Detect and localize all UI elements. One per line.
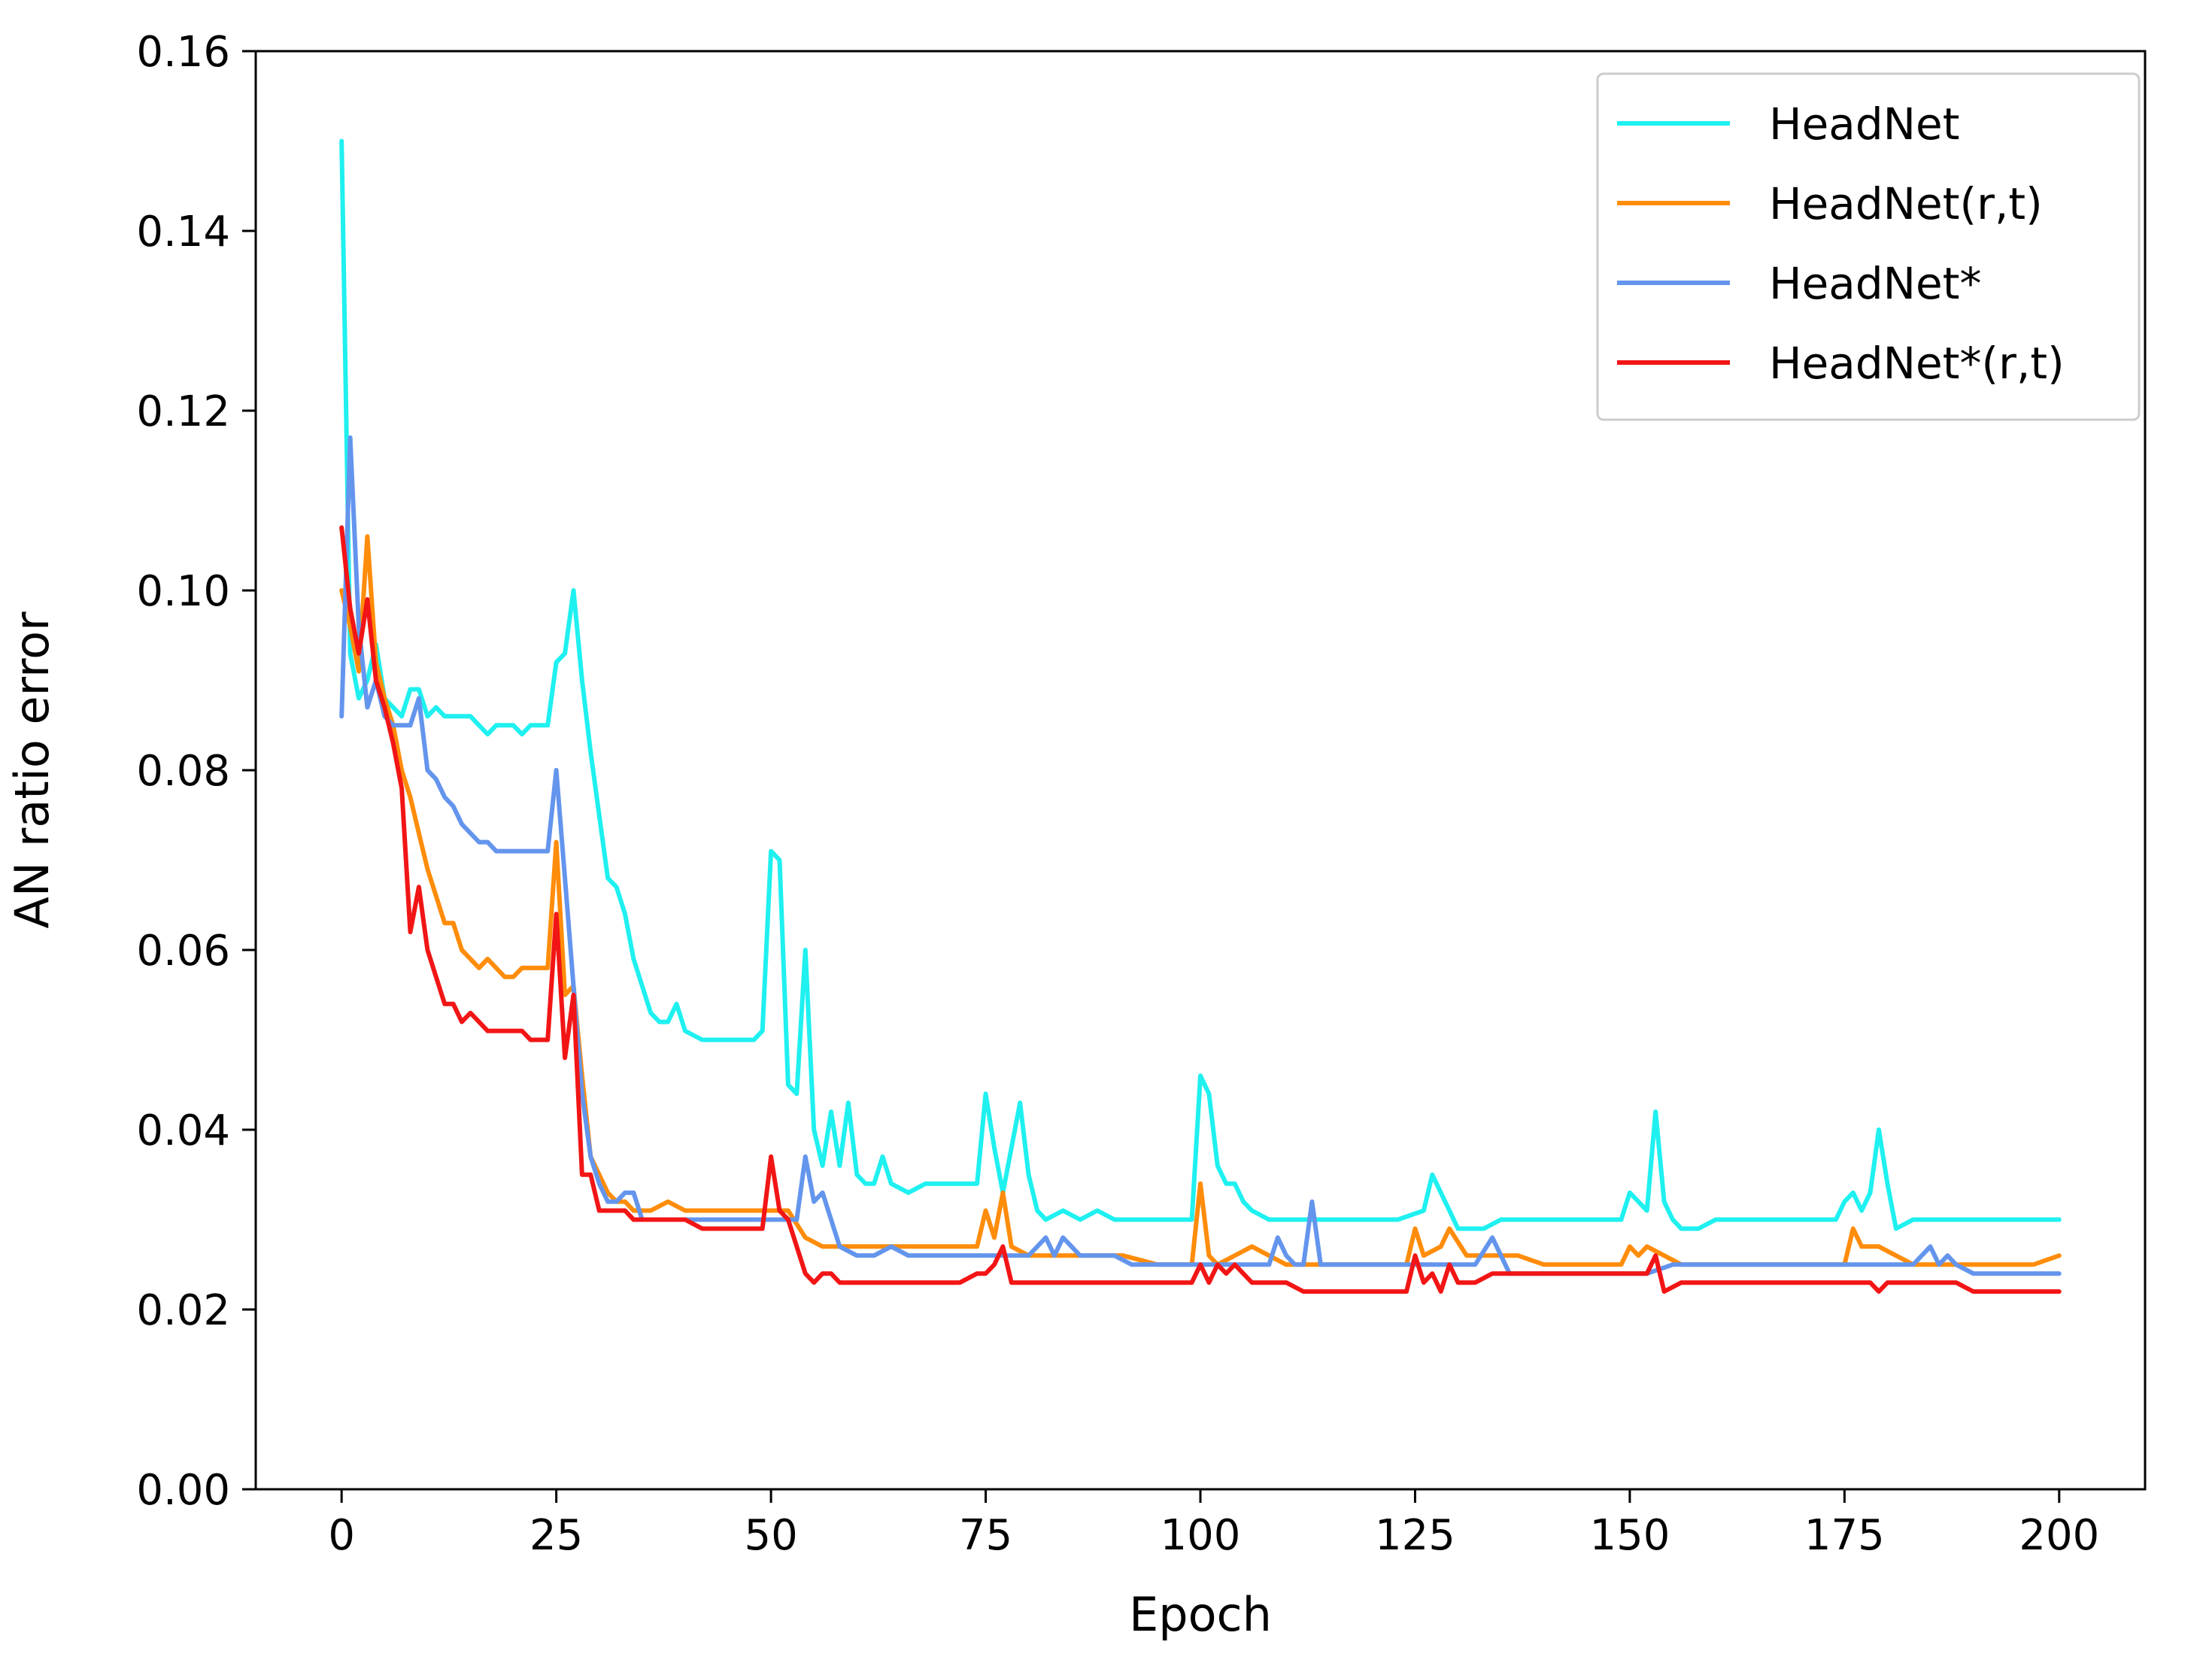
y-tick-label: 0.06: [136, 927, 230, 976]
y-tick-label: 0.14: [136, 208, 230, 256]
x-tick-label: 175: [1804, 1511, 1885, 1560]
series-layer: [339, 138, 2062, 1294]
y-tick-label: 0.00: [136, 1466, 230, 1515]
y-tick-label: 0.12: [136, 387, 230, 436]
legend-label: HeadNet*: [1769, 258, 1981, 309]
x-tick-label: 150: [1589, 1511, 1670, 1560]
y-tick-label: 0.10: [136, 567, 230, 616]
y-axis: 0.00 0.02 0.04 0.06 0.08 0.10 0.12 0.14 0.16: [136, 28, 256, 1515]
x-tick-label: 75: [959, 1511, 1012, 1560]
y-tick-label: 0.16: [136, 28, 230, 77]
x-axis-title: Epoch: [1129, 1587, 1272, 1642]
series-line-headnet-star-r-t: [339, 525, 2062, 1294]
y-axis-title: AN ratio error: [5, 611, 59, 929]
x-tick-label: 125: [1375, 1511, 1455, 1560]
legend-label: HeadNet(r,t): [1769, 178, 2043, 229]
x-tick-label: 100: [1161, 1511, 1241, 1560]
x-tick-label: 25: [529, 1511, 583, 1560]
x-tick-label: 50: [744, 1511, 797, 1560]
y-tick-label: 0.08: [136, 747, 230, 796]
series-line-headnet-star: [339, 435, 2062, 1276]
x-axis: 0 25 50 75 100 125 150 175 200: [328, 1489, 2099, 1560]
legend-label: HeadNet*(r,t): [1769, 338, 2065, 389]
legend-label: HeadNet: [1769, 99, 1959, 150]
y-tick-label: 0.04: [136, 1106, 230, 1155]
x-tick-label: 200: [2019, 1511, 2099, 1560]
series-line-headnet: [339, 138, 2062, 1231]
x-tick-label: 0: [328, 1511, 355, 1560]
series-line-headnet-r-t: [339, 534, 2062, 1267]
legend-box: [1596, 72, 2141, 421]
y-tick-label: 0.02: [136, 1286, 230, 1335]
legend: HeadNet HeadNet(r,t) HeadNet* HeadNet*(r,t): [1596, 72, 2141, 421]
